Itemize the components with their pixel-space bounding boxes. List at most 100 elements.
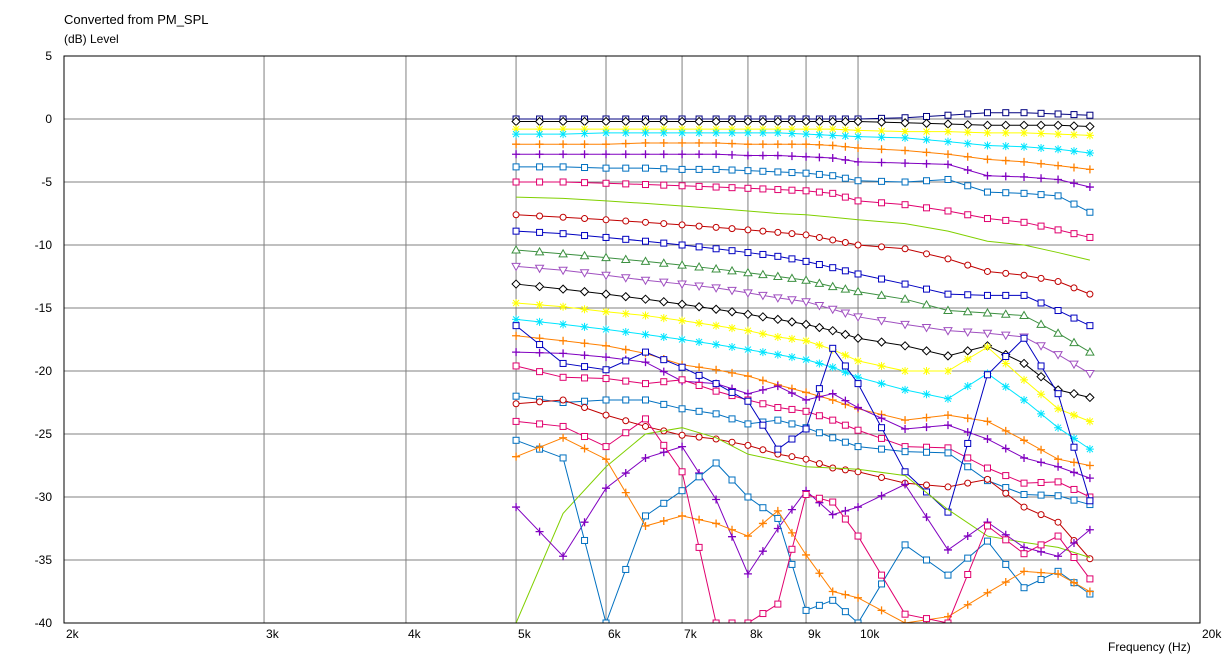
series-point [901,133,910,142]
series-point [1069,130,1078,139]
series-point [854,157,863,166]
series-point [641,138,650,147]
series-point [877,606,886,615]
series-point [983,464,991,472]
series-point [802,130,811,139]
series-point [829,416,837,424]
series-point [901,127,910,136]
series-point [621,327,630,336]
series-point [1037,174,1046,183]
series-9 [516,196,1091,261]
series-line [515,427,1091,623]
series-point [728,532,737,541]
series-point [1019,358,1029,369]
series-point [1000,309,1011,318]
series-point [580,322,589,331]
series-point [711,304,721,314]
series-point [841,396,850,405]
series-point [641,150,650,159]
series-point [621,128,630,137]
series-point [581,374,589,382]
series-point [1037,159,1046,168]
series-point [1085,461,1094,470]
series-point [878,571,886,579]
series-point [695,515,704,524]
series-point [923,556,931,564]
series-point [711,284,721,293]
series-point [854,143,863,152]
series-point [1054,518,1062,526]
series-point [787,129,796,138]
series-point [943,305,953,315]
x-tick-label: 5k [518,627,532,641]
series-point [983,128,992,137]
series-point [983,267,991,275]
series-point [1002,489,1010,497]
series-point [1070,443,1078,451]
series-point [901,448,909,456]
series-point [727,307,737,317]
series-point [854,241,862,249]
series-point [828,141,837,150]
series-point [712,365,721,374]
series-point [1020,543,1029,552]
series-point [773,506,782,515]
series-point [1070,230,1078,238]
series-point [695,165,703,173]
series-point [580,339,589,348]
series-point [602,366,610,374]
tick-labels: 5 0 -5 -10 -15 -20 -25 -30 -35 -40 2k 3k 4k 5k 6k 7k 8k 9… [35,49,1222,641]
series-point [601,289,611,299]
series-point [743,532,752,541]
series-point [678,335,687,344]
series-point [622,180,630,188]
series-point [854,619,862,623]
series-point [841,466,849,474]
series-point [983,343,992,352]
series-point [1001,120,1011,131]
series-point [1054,192,1062,200]
series-point [921,299,932,309]
series-point [1037,222,1045,230]
series-point [659,150,668,159]
series-point [622,357,630,365]
series-point [964,110,972,118]
series-point [1002,536,1010,544]
series-point [559,140,568,149]
series-point [944,449,952,457]
series-point [1020,567,1029,576]
series-point [1054,423,1063,432]
series-point [1002,291,1010,299]
series-point [512,452,521,461]
series-point [827,281,838,291]
series-point [694,262,704,271]
series-point [602,411,610,419]
series-point [622,377,630,385]
series-point [641,512,649,520]
series-point [1054,390,1062,398]
series-point [1037,568,1046,577]
series-point [622,417,630,425]
series-point [534,281,545,292]
series-point [802,140,811,149]
series-point [815,494,823,502]
series-point [877,145,886,154]
series-point [943,367,952,375]
series-point [1037,541,1045,549]
y-axis-label: (dB) Level [64,32,119,46]
series-point [772,271,783,280]
series-point [1054,492,1062,500]
series-point [802,425,810,433]
series-point [581,179,589,187]
series-point [678,376,686,384]
series-point [854,503,863,512]
series-point [828,510,837,519]
series-point [601,271,611,281]
series-point [1001,128,1010,137]
series-point [535,348,544,357]
series-point [1069,434,1078,443]
series-point [1069,458,1078,467]
series-point [901,245,909,253]
series-point [743,372,752,381]
series-point [773,350,782,359]
